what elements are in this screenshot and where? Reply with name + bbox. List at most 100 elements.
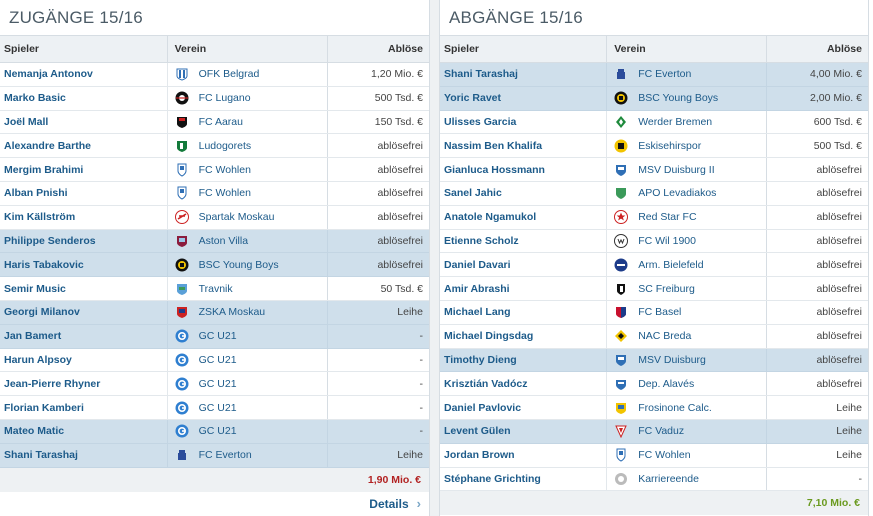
msv-duisburg-crest[interactable]	[614, 353, 628, 367]
player-link[interactable]: Semir Music	[4, 282, 66, 295]
club-link[interactable]: GC U21	[198, 401, 237, 414]
player-link[interactable]: Daniel Pavlovic	[444, 401, 522, 414]
club-link[interactable]: Aston Villa	[198, 234, 249, 247]
player-link[interactable]: Daniel Davari	[444, 258, 511, 271]
travnik-crest[interactable]	[175, 282, 189, 296]
levadiakos-crest[interactable]	[614, 186, 628, 200]
club-link[interactable]: Frosinone Calc.	[638, 401, 712, 414]
club-link[interactable]: BSC Young Boys	[638, 92, 719, 105]
club-link[interactable]: FC Everton	[198, 449, 252, 462]
player-link[interactable]: Jordan Brown	[444, 449, 515, 462]
club-link[interactable]: Karriereende	[638, 472, 699, 485]
club-link[interactable]: GC U21	[198, 330, 237, 343]
player-link[interactable]: Joël Mall	[4, 115, 49, 128]
player-link[interactable]: Ulisses Garcia	[444, 115, 517, 128]
club-link[interactable]: FC Wohlen	[638, 449, 691, 462]
player-link[interactable]: Mergim Brahimi	[4, 163, 84, 176]
nac-breda-crest[interactable]	[614, 329, 628, 343]
gc-crest[interactable]	[175, 353, 189, 367]
fc-wil-crest[interactable]	[614, 233, 629, 248]
player-link[interactable]: Etienne Scholz	[444, 234, 519, 247]
player-link[interactable]: Jan Bamert	[4, 330, 62, 343]
club-link[interactable]: SC Freiburg	[638, 282, 695, 295]
werder-bremen-crest[interactable]	[614, 115, 628, 129]
player-link[interactable]: Marko Basic	[4, 92, 66, 105]
everton-crest[interactable]	[175, 448, 189, 462]
ofk-belgrad-crest[interactable]	[175, 67, 189, 81]
club-link[interactable]: Travnik	[198, 282, 233, 295]
eskisehirspor-crest[interactable]	[614, 139, 628, 153]
club-link[interactable]: FC Wohlen	[198, 187, 251, 200]
player-link[interactable]: Mateo Matic	[4, 425, 65, 438]
fc-lugano-crest[interactable]	[175, 91, 189, 105]
player-link[interactable]: Nassim Ben Khalifa	[444, 139, 543, 152]
sc-freiburg-crest[interactable]	[614, 282, 628, 296]
player-link[interactable]: Alexandre Barthe	[4, 139, 91, 152]
club-link[interactable]: MSV Duisburg II	[638, 163, 715, 176]
player-link[interactable]: Anatole Ngamukol	[444, 211, 537, 224]
everton-crest[interactable]	[614, 67, 628, 81]
player-link[interactable]: Harun Alpsoy	[4, 353, 72, 366]
player-link[interactable]: Shani Tarashaj	[4, 449, 78, 462]
fc-wohlen-crest[interactable]	[175, 163, 189, 177]
red-star-crest[interactable]	[614, 210, 629, 225]
frosinone-crest[interactable]	[614, 401, 628, 415]
player-link[interactable]: Nemanja Antonov	[4, 68, 93, 81]
club-link[interactable]: NAC Breda	[638, 330, 692, 343]
zska-moskau-crest[interactable]	[175, 305, 189, 319]
player-link[interactable]: Georgi Milanov	[4, 306, 80, 319]
club-link[interactable]: FC Basel	[638, 306, 682, 319]
column-header-club[interactable]: Verein	[166, 36, 328, 62]
club-link[interactable]: FC Everton	[638, 68, 692, 81]
club-link[interactable]: Eskisehirspor	[638, 139, 702, 152]
msv-duisburg-crest[interactable]	[614, 163, 628, 177]
club-link[interactable]: Werder Bremen	[638, 115, 713, 128]
player-link[interactable]: Florian Kamberi	[4, 401, 84, 414]
player-link[interactable]: Shani Tarashaj	[444, 68, 518, 81]
club-link[interactable]: FC Lugano	[198, 92, 251, 105]
player-link[interactable]: Sanel Jahic	[444, 187, 502, 200]
column-header-fee[interactable]: Ablöse	[766, 36, 868, 62]
club-link[interactable]: APO Levadiakos	[638, 187, 717, 200]
column-header-player[interactable]: Spieler	[444, 43, 480, 55]
young-boys-crest[interactable]	[614, 91, 628, 105]
player-link[interactable]: Michael Lang	[444, 306, 511, 319]
player-link[interactable]: Alban Pnishi	[4, 187, 68, 200]
young-boys-crest[interactable]	[175, 258, 189, 272]
club-link[interactable]: FC Vaduz	[638, 425, 685, 438]
fc-aarau-crest[interactable]	[175, 115, 189, 129]
fc-wohlen-crest[interactable]	[175, 186, 189, 200]
gc-crest[interactable]	[175, 401, 189, 415]
club-link[interactable]: GC U21	[198, 425, 237, 438]
player-link[interactable]: Stéphane Grichting	[444, 472, 541, 485]
club-link[interactable]: FC Wil 1900	[638, 234, 696, 247]
player-link[interactable]: Timothy Dieng	[444, 353, 517, 366]
aston-villa-crest[interactable]	[175, 234, 189, 248]
player-link[interactable]: Philippe Senderos	[4, 234, 96, 247]
club-link[interactable]: Spartak Moskau	[198, 211, 275, 224]
column-header-club[interactable]: Verein	[606, 36, 766, 62]
player-link[interactable]: Jean-Pierre Rhyner	[4, 377, 101, 390]
fc-vaduz-crest[interactable]	[614, 424, 628, 439]
fc-wohlen-crest[interactable]	[614, 448, 628, 462]
club-link[interactable]: GC U21	[198, 353, 237, 366]
club-link[interactable]: Arm. Bielefeld	[638, 258, 704, 271]
fc-basel-crest[interactable]	[614, 305, 628, 319]
player-link[interactable]: Michael Dingsdag	[444, 330, 534, 343]
gc-crest[interactable]	[175, 329, 189, 343]
gc-crest[interactable]	[175, 377, 189, 391]
player-link[interactable]: Kim Källström	[4, 211, 76, 224]
club-link[interactable]: MSV Duisburg	[638, 353, 706, 366]
club-link[interactable]: GC U21	[198, 377, 237, 390]
club-link[interactable]: ZSKA Moskau	[198, 306, 266, 319]
player-link[interactable]: Haris Tabakovic	[4, 258, 84, 271]
retired-icon[interactable]	[614, 472, 628, 486]
spartak-moskau-crest[interactable]	[174, 210, 189, 225]
club-link[interactable]: FC Aarau	[198, 115, 243, 128]
gc-crest[interactable]	[175, 424, 189, 438]
club-link[interactable]: OFK Belgrad	[198, 68, 260, 81]
player-link[interactable]: Levent Gülen	[444, 425, 511, 438]
player-link[interactable]: Yoric Ravet	[444, 92, 501, 105]
club-link[interactable]: Ludogorets	[198, 139, 252, 152]
bielefeld-crest[interactable]	[614, 258, 628, 272]
